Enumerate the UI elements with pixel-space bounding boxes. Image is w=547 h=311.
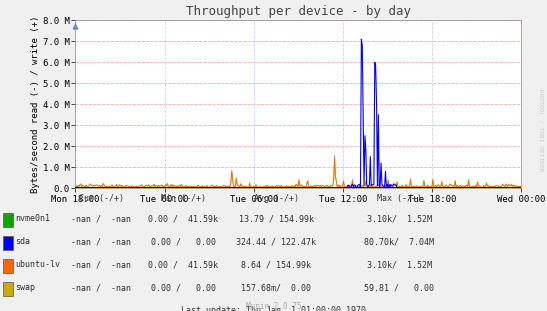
Text: 0.00 /  41.59k: 0.00 / 41.59k [148,260,218,269]
Text: Last update: Thu Jan  1 01:00:00 1970: Last update: Thu Jan 1 01:00:00 1970 [181,306,366,311]
Y-axis label: Bytes/second read (-) / write (+): Bytes/second read (-) / write (+) [31,16,40,193]
Text: 13.79 / 154.99k: 13.79 / 154.99k [238,214,314,223]
Text: Avg (-/+): Avg (-/+) [254,193,299,202]
Text: 3.10k/  1.52M: 3.10k/ 1.52M [367,214,432,223]
Text: 0.00 /  41.59k: 0.00 / 41.59k [148,214,218,223]
Text: -nan /  -nan: -nan / -nan [71,237,131,246]
Text: sda: sda [15,237,30,246]
Text: Cur (-/+): Cur (-/+) [79,193,124,202]
Text: RRDTOOL / TOBI OETIKER: RRDTOOL / TOBI OETIKER [538,89,543,172]
Text: -nan /  -nan: -nan / -nan [71,283,131,292]
Text: Max (-/+): Max (-/+) [377,193,422,202]
Text: -nan /  -nan: -nan / -nan [71,260,131,269]
Text: nvme0n1: nvme0n1 [15,214,50,223]
Text: Munin 2.0.75: Munin 2.0.75 [246,302,301,311]
Text: 8.64 / 154.99k: 8.64 / 154.99k [241,260,311,269]
Title: Throughput per device - by day: Throughput per device - by day [186,5,411,18]
Text: swap: swap [15,283,35,292]
Text: 3.10k/  1.52M: 3.10k/ 1.52M [367,260,432,269]
Text: -nan /  -nan: -nan / -nan [71,214,131,223]
Text: 157.68m/  0.00: 157.68m/ 0.00 [241,283,311,292]
Text: 59.81 /   0.00: 59.81 / 0.00 [364,283,434,292]
Text: 80.70k/  7.04M: 80.70k/ 7.04M [364,237,434,246]
Text: 0.00 /   0.00: 0.00 / 0.00 [151,237,216,246]
Text: ubuntu-lv: ubuntu-lv [15,260,60,269]
Text: 0.00 /   0.00: 0.00 / 0.00 [151,283,216,292]
Text: 324.44 / 122.47k: 324.44 / 122.47k [236,237,316,246]
Text: Min (-/+): Min (-/+) [161,193,206,202]
